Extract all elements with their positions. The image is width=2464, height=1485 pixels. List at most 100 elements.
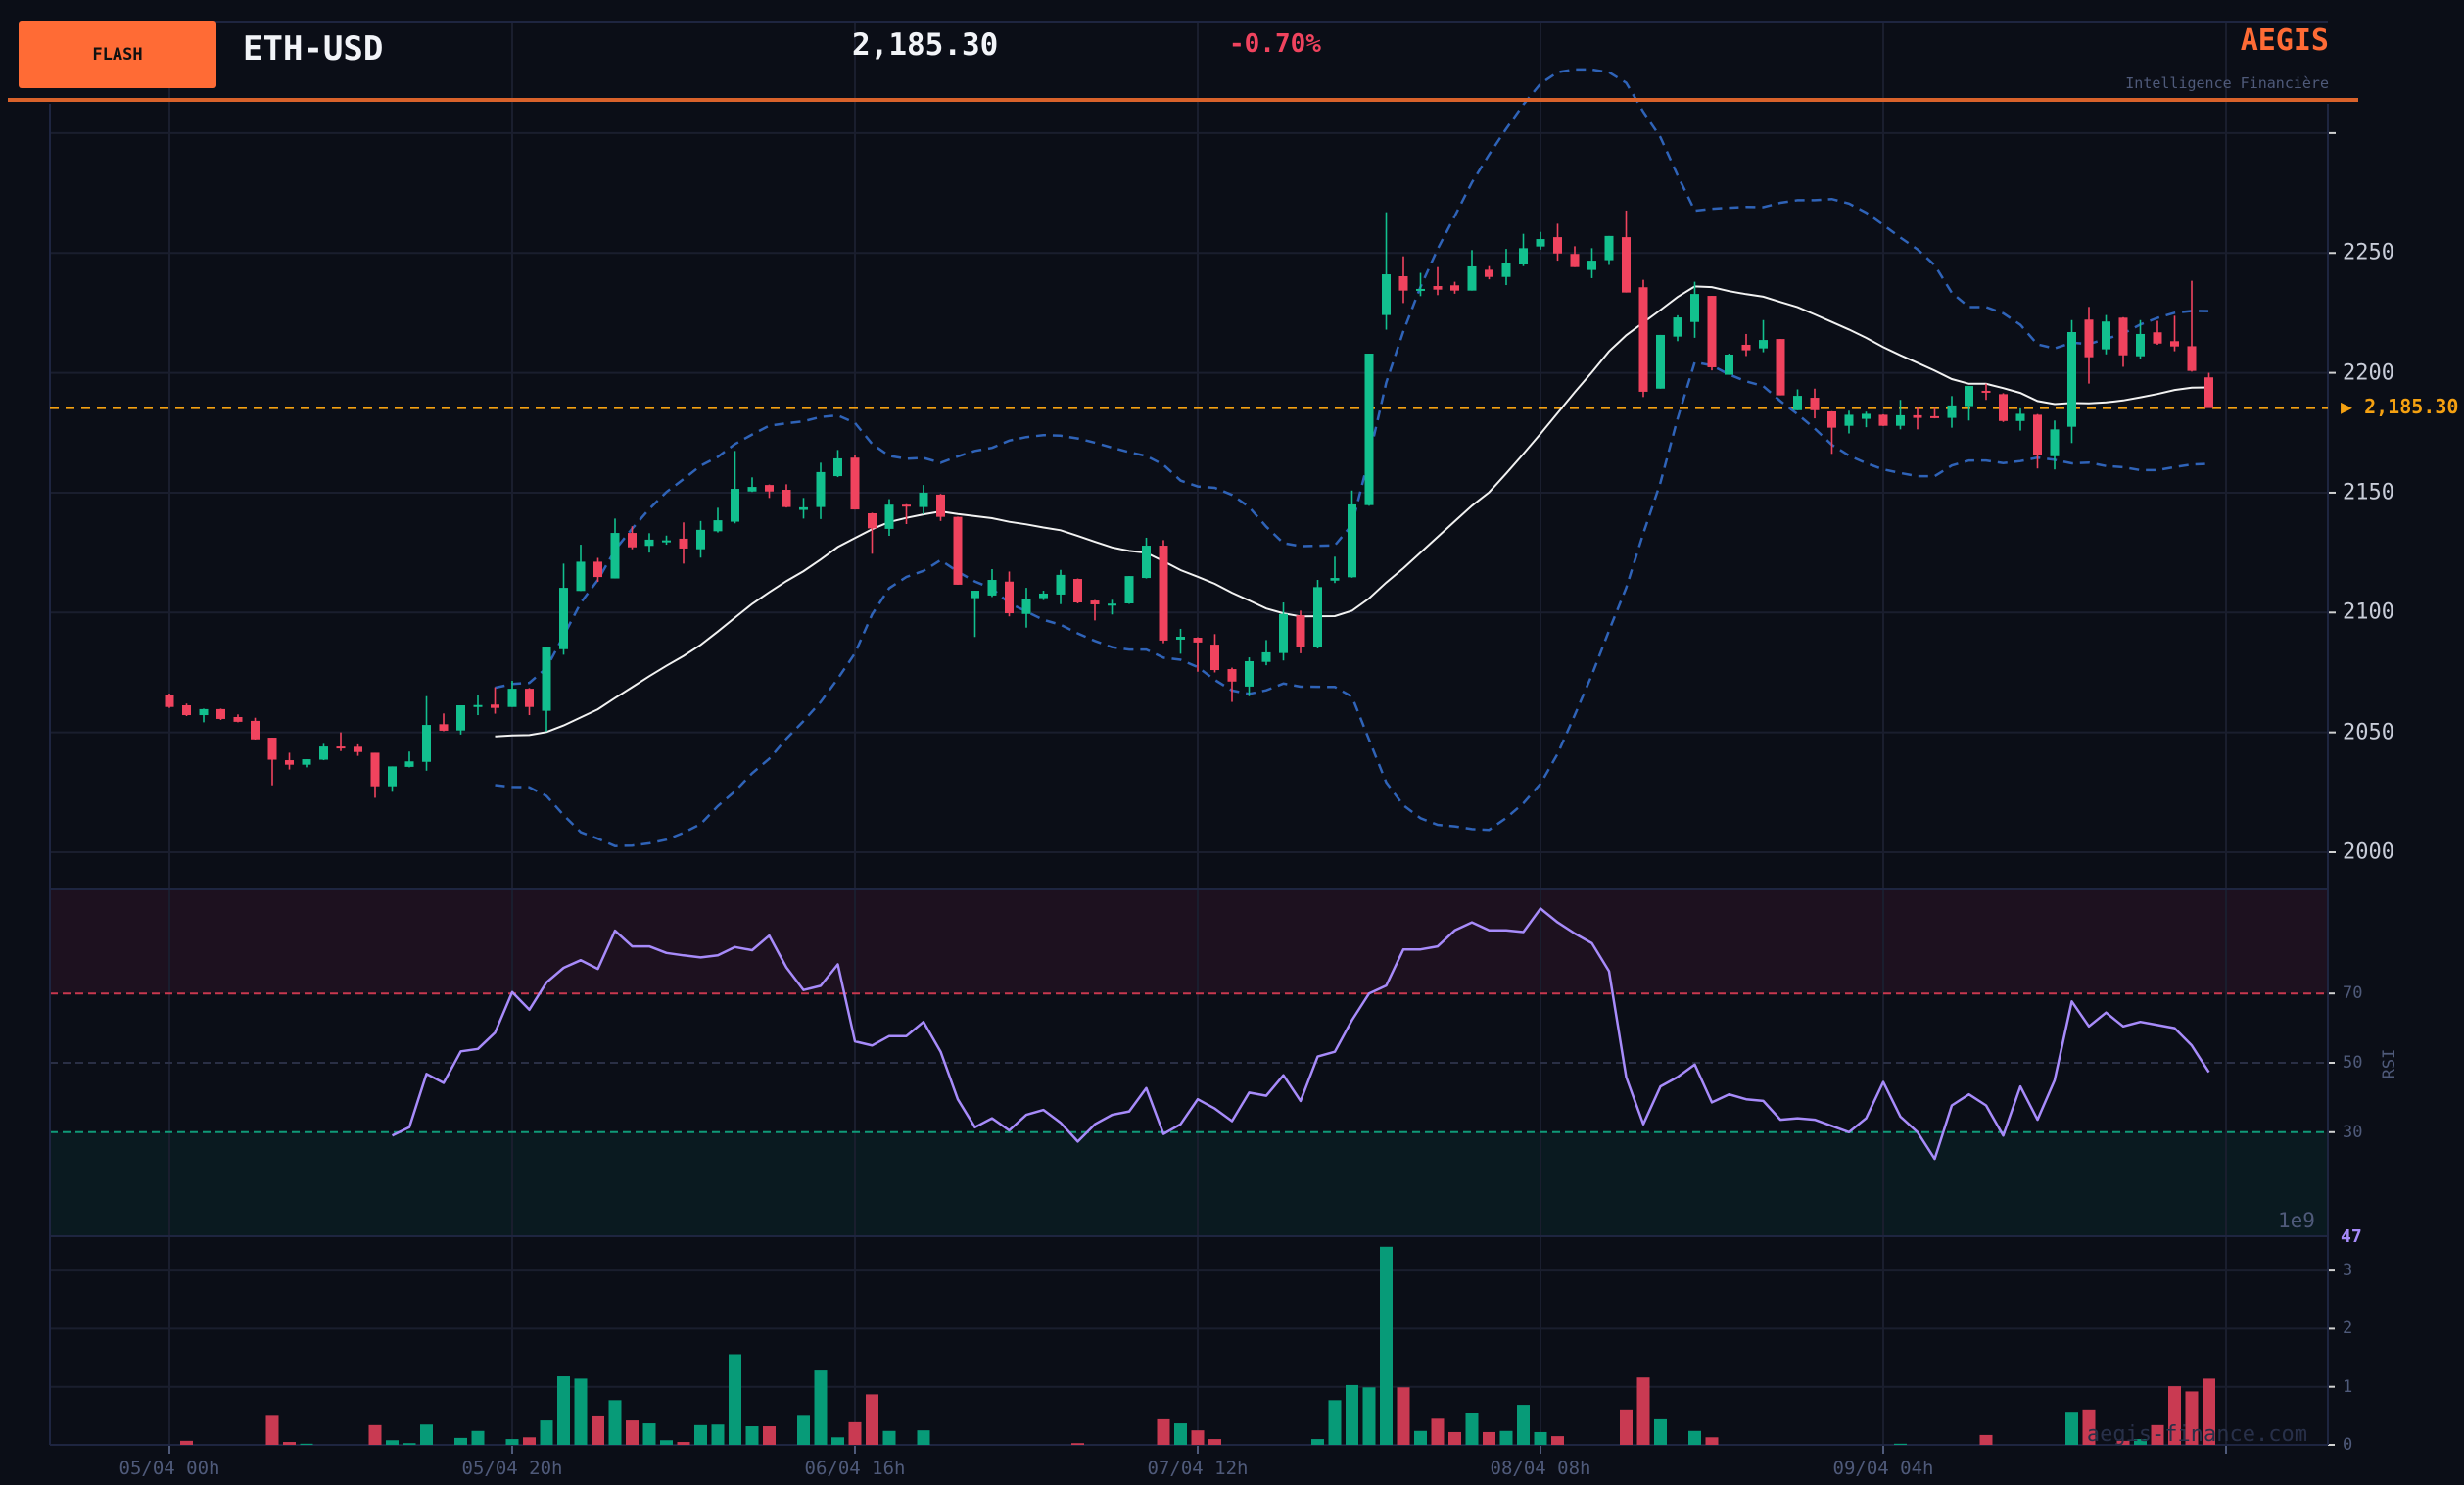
volume-bar	[814, 1370, 828, 1445]
flash-badge-label: FLASH	[92, 44, 143, 65]
candle-up	[1176, 637, 1185, 640]
candle-up	[1587, 261, 1596, 270]
candle-up	[1108, 603, 1116, 606]
candle-up	[2050, 429, 2060, 456]
candle-down	[1741, 344, 1751, 351]
time-tick-label: 08/04 08h	[1490, 1458, 1591, 1479]
brand-logo: AEGIS	[2240, 24, 2329, 58]
candle-up	[919, 492, 928, 507]
brand-tagline: Intelligence Financière	[2125, 74, 2329, 92]
candle-up	[799, 506, 808, 510]
price-tick-label: 2200	[2343, 360, 2394, 386]
candle-down	[1878, 414, 1888, 426]
candle-down	[1930, 415, 1939, 418]
time-tick-label: 05/04 00h	[118, 1458, 220, 1479]
volume-bar	[1157, 1418, 1170, 1445]
volume-tick-label: 2	[2343, 1318, 2353, 1338]
candle-down	[1073, 579, 1082, 603]
candle-down	[850, 457, 860, 510]
volume-bar	[180, 1440, 193, 1445]
volume-bar	[1636, 1377, 1650, 1445]
candle-up	[1039, 593, 1048, 599]
volume-bar	[265, 1415, 279, 1445]
watermark: aegis-finance.com	[2086, 1422, 2307, 1447]
volume-bar	[386, 1440, 399, 1445]
candle-up	[1759, 340, 1768, 349]
volume-bar	[1071, 1443, 1084, 1445]
header-divider	[8, 98, 2358, 102]
rsi-line	[391, 907, 2210, 1161]
candle-down	[491, 704, 499, 708]
candle-up	[1896, 414, 1905, 426]
volume-bar	[848, 1421, 862, 1445]
candle-up	[2102, 321, 2110, 350]
candle-up	[747, 487, 757, 492]
volume-bar	[917, 1430, 930, 1445]
candle-up	[1793, 396, 1802, 410]
price-tick-label: 2000	[2343, 839, 2394, 865]
candle-up	[1313, 587, 1322, 647]
candle-up	[1056, 574, 1066, 595]
volume-bar	[1346, 1384, 1358, 1445]
volume-bar	[2116, 1440, 2130, 1445]
candle-down	[782, 490, 791, 507]
candle-down	[765, 485, 774, 492]
volume-bar	[711, 1424, 725, 1445]
volume-bar	[2168, 1386, 2181, 1445]
volume-tick-label: 1	[2343, 1377, 2353, 1397]
candle-down	[439, 724, 449, 731]
candle-up	[1690, 294, 1699, 322]
candle-down	[1638, 287, 1648, 392]
candle-down	[1090, 600, 1100, 604]
candle-up	[2015, 413, 2025, 421]
volume-bar	[574, 1378, 588, 1445]
volume-bar	[2185, 1391, 2199, 1445]
candle-up	[1261, 651, 1271, 662]
candle-up	[2136, 333, 2145, 357]
time-tick-label: 06/04 16h	[804, 1458, 906, 1479]
volume-bar	[1414, 1430, 1427, 1445]
volume-bar	[677, 1442, 690, 1445]
volume-bar	[523, 1437, 536, 1445]
volume-bar	[626, 1420, 639, 1445]
candle-up	[1124, 576, 1134, 604]
rsi-tick-label: 50	[2343, 1053, 2363, 1073]
volume-bar	[2203, 1378, 2215, 1445]
candle-down	[1810, 398, 1820, 410]
candle-down	[1981, 390, 1991, 393]
candle-up	[1330, 578, 1340, 581]
sma-line	[495, 285, 2209, 738]
time-tick-label: 07/04 12h	[1147, 1458, 1249, 1479]
candle-up	[319, 746, 328, 760]
candle-up	[1501, 263, 1511, 277]
volume-bar	[1499, 1430, 1513, 1445]
volume-scale-offset: 1e9	[2278, 1209, 2315, 1232]
volume-bar	[1465, 1413, 1479, 1445]
volume-bar	[1894, 1443, 1907, 1445]
volume-bar	[745, 1426, 759, 1445]
volume-bar	[454, 1437, 467, 1445]
candle-up	[833, 457, 842, 477]
candle-up	[1348, 503, 1356, 578]
candle-up	[1467, 265, 1477, 291]
volume-bar	[1311, 1439, 1324, 1445]
volume-bar	[797, 1415, 810, 1445]
volume-bar	[2065, 1412, 2078, 1445]
volume-bar	[471, 1430, 485, 1445]
volume-bar	[1328, 1400, 1342, 1445]
volume-bar	[1705, 1437, 1719, 1445]
candle-up	[644, 539, 654, 547]
candle-up	[696, 529, 705, 550]
candle-up	[1519, 248, 1528, 264]
volume-bar	[763, 1426, 776, 1445]
volume-tick-label: 3	[2343, 1261, 2353, 1280]
candle-down	[1913, 414, 1922, 418]
candle-up	[576, 561, 586, 592]
price-tick-label: 2150	[2343, 480, 2394, 505]
volume-bar	[1534, 1431, 1547, 1445]
volume-bar	[1979, 1434, 1993, 1445]
candle-down	[2153, 332, 2162, 344]
candle-up	[816, 471, 826, 507]
candle-up	[1604, 235, 1614, 261]
